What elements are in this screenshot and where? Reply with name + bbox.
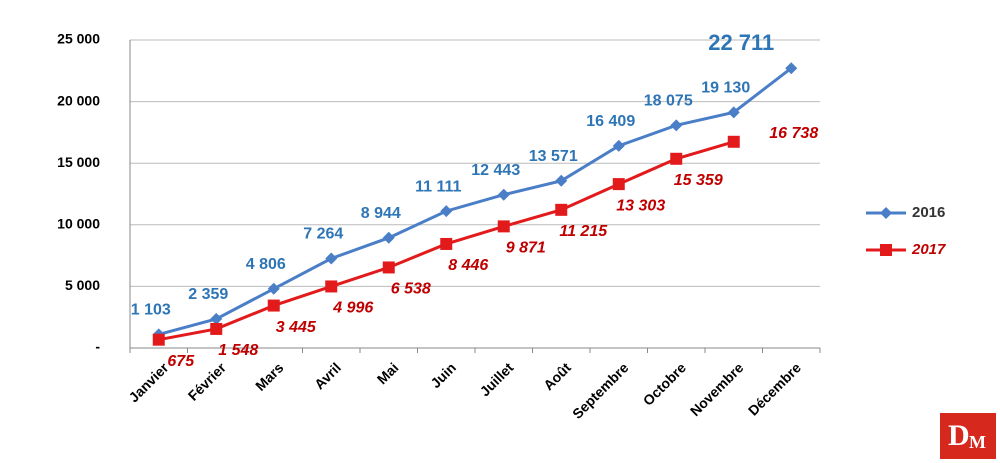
data-label: 11 215 xyxy=(559,223,608,240)
data-point xyxy=(612,178,625,191)
series-line xyxy=(158,67,793,336)
data-point xyxy=(555,203,568,216)
data-label: 9 871 xyxy=(506,240,546,257)
y-tick-label: 20 000 xyxy=(57,92,100,108)
x-tick-label: Août xyxy=(540,359,574,393)
x-tick-label: Septembre xyxy=(569,359,632,422)
data-point xyxy=(382,231,395,244)
data-point xyxy=(612,139,625,152)
data-label: 675 xyxy=(167,353,195,370)
legend-marker xyxy=(880,244,892,256)
data-label: 3 445 xyxy=(276,319,317,336)
data-point xyxy=(555,174,568,187)
y-tick-label: 5 000 xyxy=(65,277,100,293)
data-label: 2 359 xyxy=(188,286,228,303)
data-label: 1 548 xyxy=(218,342,258,359)
data-point xyxy=(325,252,338,265)
data-label: 22 711 xyxy=(708,30,774,55)
data-point xyxy=(267,282,280,295)
legend-label: 2017 xyxy=(911,241,946,258)
data-point xyxy=(210,322,223,335)
x-tick-label: Juin xyxy=(427,359,459,391)
y-tick-label: 10 000 xyxy=(57,216,100,232)
data-point xyxy=(440,205,453,218)
logo-box xyxy=(940,413,996,459)
data-label: 8 944 xyxy=(361,205,401,222)
data-point xyxy=(267,299,280,312)
data-point xyxy=(440,237,453,250)
data-point xyxy=(670,152,683,165)
x-tick-label: Mars xyxy=(252,359,287,394)
data-label: 13 571 xyxy=(529,148,578,165)
y-tick-label: - xyxy=(95,339,100,355)
x-tick-label: Avril xyxy=(311,359,344,392)
data-point xyxy=(152,333,165,346)
data-label: 1 103 xyxy=(131,302,171,319)
data-label: 15 359 xyxy=(674,172,723,189)
data-label: 12 443 xyxy=(471,162,520,179)
data-label: 19 130 xyxy=(701,80,750,97)
x-tick-label: Janvier xyxy=(125,359,171,405)
legend-marker xyxy=(880,207,892,219)
y-tick-label: 25 000 xyxy=(57,31,100,47)
data-label: 4 996 xyxy=(332,300,373,317)
data-label: 16 409 xyxy=(586,113,635,130)
data-point xyxy=(670,119,683,132)
data-label: 13 303 xyxy=(616,197,665,214)
x-tick-label: Juillet xyxy=(477,359,517,399)
data-point xyxy=(382,261,395,274)
data-label: 6 538 xyxy=(391,281,431,298)
data-label: 18 075 xyxy=(644,93,693,110)
data-label: 4 806 xyxy=(246,256,286,273)
data-point xyxy=(785,62,798,75)
data-label: 7 264 xyxy=(303,226,343,243)
data-point xyxy=(325,280,338,293)
data-label: 8 446 xyxy=(448,257,488,274)
data-point xyxy=(497,188,510,201)
data-label: 11 111 xyxy=(415,178,461,195)
x-tick-label: Novembre xyxy=(687,359,747,419)
data-point xyxy=(497,220,510,233)
logo-d: D xyxy=(948,419,970,452)
logo-m: M xyxy=(969,432,986,452)
data-point xyxy=(727,135,740,148)
x-tick-label: Décembre xyxy=(745,359,804,418)
data-point xyxy=(210,312,223,325)
data-label: 16 738 xyxy=(769,125,818,142)
y-tick-label: 15 000 xyxy=(57,154,100,170)
legend-label: 2016 xyxy=(912,204,945,221)
data-point xyxy=(727,106,740,119)
x-tick-label: Mai xyxy=(374,359,402,387)
x-tick-label: Octobre xyxy=(640,359,689,408)
